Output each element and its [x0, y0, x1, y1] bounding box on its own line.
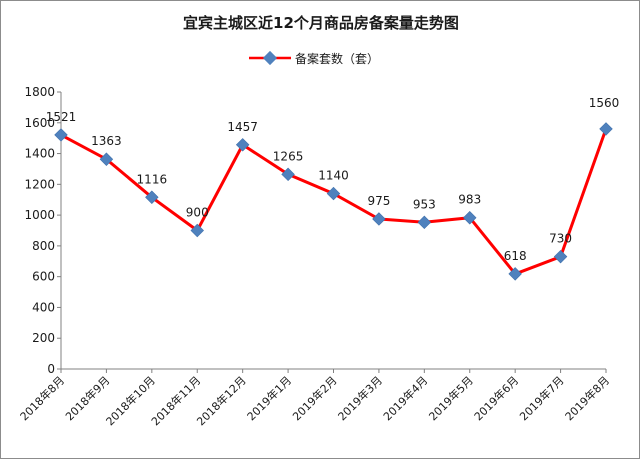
- x-tick-label: 2019年6月: [471, 373, 521, 423]
- data-point: [190, 223, 204, 238]
- data-label: 1457: [227, 120, 258, 134]
- y-axis-ticks: 0 200 400 600 800 1000 1200 1400 1600 1800: [24, 85, 61, 376]
- y-tick-label: 400: [32, 300, 55, 314]
- y-tick-label: 1600: [24, 116, 55, 130]
- y-tick-label: 1400: [24, 147, 55, 161]
- data-label: 1116: [137, 172, 168, 186]
- data-point: [145, 190, 159, 204]
- data-label: 1265: [273, 149, 304, 163]
- data-label: 730: [549, 232, 572, 246]
- data-label: 953: [413, 197, 436, 211]
- legend-marker-swatch: [262, 50, 278, 66]
- data-label: 975: [367, 194, 390, 208]
- data-label: 1363: [91, 134, 122, 148]
- y-tick-label: 1000: [24, 208, 55, 222]
- y-tick-label: 0: [47, 362, 55, 376]
- y-tick-label: 1200: [24, 177, 55, 191]
- x-tick-label: 2018年8月: [17, 373, 67, 423]
- data-point: [99, 152, 114, 166]
- x-tick-label: 2019年4月: [380, 373, 430, 423]
- x-tick-label: 2019年2月: [289, 373, 339, 423]
- x-tick-label: 2018年12月: [194, 373, 249, 428]
- chart-title: 宜宾主城区近12个月商品房备案量走势图: [183, 14, 459, 32]
- data-point: [508, 267, 522, 281]
- series-1: [54, 122, 613, 281]
- x-axis-ticks: 2018年8月2018年9月2018年10月2018年11月2018年12月20…: [17, 369, 612, 428]
- data-point: [326, 186, 341, 201]
- data-point: [372, 212, 386, 226]
- data-point: [599, 122, 613, 136]
- x-tick-label: 2019年8月: [562, 373, 612, 423]
- data-labels: 1521 1363 1116 900 1457 1265 1140 975 953 983 618 7…: [46, 96, 620, 263]
- legend-label: 备案套数（套）: [295, 51, 379, 66]
- data-label: 1560: [589, 96, 620, 110]
- data-label: 618: [504, 249, 527, 263]
- legend: 备案套数（套）: [249, 50, 379, 66]
- data-point: [553, 249, 568, 264]
- data-label: 900: [186, 206, 209, 220]
- data-point: [463, 211, 477, 225]
- x-tick-label: 2019年5月: [426, 373, 476, 423]
- y-tick-label: 800: [32, 239, 55, 253]
- x-tick-label: 2018年9月: [62, 373, 112, 423]
- y-tick-label: 1800: [24, 85, 55, 99]
- x-tick-label: 2019年1月: [244, 373, 294, 423]
- data-label: 983: [458, 193, 481, 207]
- x-tick-label: 2019年3月: [335, 373, 385, 423]
- data-point: [235, 138, 250, 152]
- data-label: 1521: [46, 110, 77, 124]
- x-tick-label: 2019年7月: [517, 373, 567, 423]
- data-point: [54, 128, 68, 142]
- axes: [60, 92, 606, 370]
- data-label: 1140: [318, 169, 349, 183]
- y-tick-label: 200: [32, 331, 55, 345]
- y-tick-label: 600: [32, 270, 55, 284]
- data-point: [281, 167, 295, 182]
- data-point: [417, 215, 432, 230]
